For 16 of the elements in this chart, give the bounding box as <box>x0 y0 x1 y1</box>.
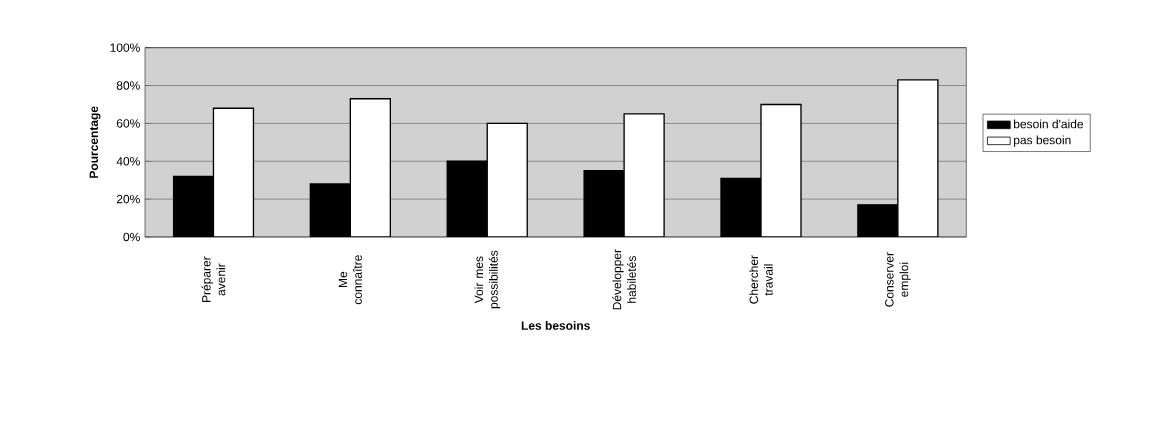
y-tick-label: 20% <box>116 194 140 204</box>
y-axis-title: Pourcentage <box>89 106 101 178</box>
legend-label: pas besoin <box>1014 135 1071 147</box>
x-tick-label: Chercher travail <box>749 255 773 304</box>
y-tick-label: 0% <box>123 232 140 242</box>
legend-label: besoin d'aide <box>1014 119 1084 129</box>
x-tick-label: Développer habiletés <box>612 249 636 310</box>
x-tick-label: Me connaître <box>338 255 362 305</box>
x-tick-label: Conserver emploi <box>885 252 911 307</box>
y-tick-label: 80% <box>116 81 140 90</box>
x-tick-label: Préparer avenir <box>201 256 226 302</box>
y-tick-label: 60% <box>116 119 140 128</box>
y-tick-label: 100% <box>110 43 140 52</box>
y-tick-label: 40% <box>116 157 140 166</box>
x-tick-label: Voir mes possibilités <box>474 250 501 309</box>
x-axis-title: Les besoins <box>521 321 590 330</box>
